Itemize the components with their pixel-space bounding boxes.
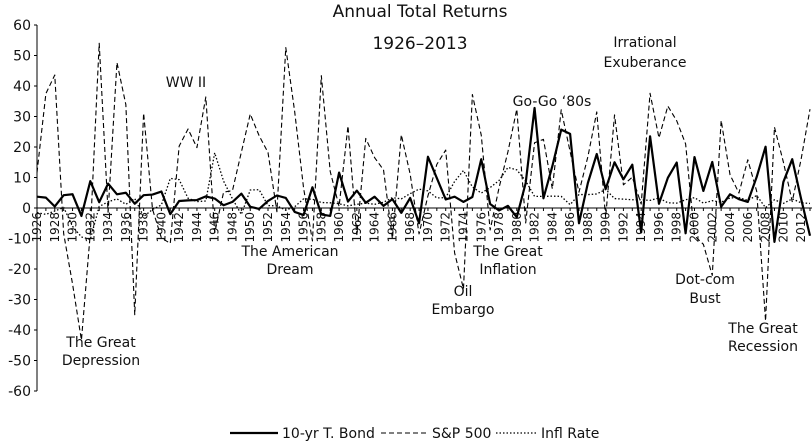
x-tick-label: 2010 [776,212,790,243]
x-tick-label: 1978 [492,212,506,243]
x-tick-label: 1958 [314,212,328,243]
series-line-solid [36,106,812,243]
annotation-great-depression: Depression [62,353,140,369]
legend: 10-yr T. Bond S&P 500 Infl Rate [230,426,599,442]
annotation-oil-embargo: Embargo [432,302,495,318]
x-tick-label: 1980 [510,212,524,243]
x-tick-label: 1934 [101,212,115,243]
x-tick-label: 1984 [545,212,559,243]
y-tick-label: -50 [8,354,31,370]
annotation-great-inflation: Inflation [479,262,536,278]
x-tick-label: 1960 [332,212,346,243]
x-tick-label: 1928 [48,212,62,243]
annotation-great-recession: Recession [728,339,798,355]
annotation-irrational-exuberance: Exuberance [603,55,686,71]
annotation-ww2: WW II [166,75,206,91]
y-tick-label: -40 [8,323,31,339]
y-tick-label: 50 [13,49,31,65]
annotation-go-go-80s: Go-Go ‘80s [513,94,592,110]
chart-title: Annual Total Returns [333,2,508,22]
x-tick-label: 1972 [439,212,453,243]
x-tick-label: 1948 [225,212,239,243]
x-tick-label: 1952 [261,212,275,243]
y-tick-label: 40 [13,79,31,95]
x-tick-label: 1990 [599,212,613,243]
x-tick-label: 1956 [297,212,311,243]
x-tick-label: 1940 [154,212,168,243]
x-tick-label: 1962 [350,212,364,243]
x-tick-label: 2000 [687,212,701,243]
y-tick-label: -20 [8,262,31,278]
x-tick-label: 1926 [30,212,44,243]
x-tick-label: 1946 [208,212,222,243]
annotations: The Great Depression WW II The American Drea… [62,35,798,369]
x-tick-label: 2012 [794,212,808,243]
x-tick-label: 1970 [421,212,435,243]
y-tick-label: -60 [8,384,31,400]
x-tick-label: 1938 [137,212,151,243]
x-tick-label: 2002 [705,212,719,243]
x-tick-label: 1982 [528,212,542,243]
x-tick-label: 1998 [670,212,684,243]
series-line-dashed [36,42,811,341]
annotation-great-recession: The Great [727,321,798,337]
annotation-american-dream: Dream [266,262,313,278]
annotation-great-inflation: The Great [472,244,543,260]
y-tick-label: 60 [13,18,31,34]
x-tick-label: 1966 [385,212,399,243]
annotation-irrational-exuberance: Irrational [613,35,676,51]
y-tick-label: 20 [13,140,31,156]
y-tick-label: 30 [13,110,31,126]
annotation-oil-embargo: Oil [454,284,473,300]
x-tick-label: 1936 [119,212,133,243]
x-tick-label: 1976 [474,212,488,243]
x-tick-label: 1954 [279,212,293,243]
x-tick-label: 1944 [190,212,204,243]
annotation-great-depression: The Great [65,335,136,351]
x-tick-label: 2008 [759,212,773,243]
annotation-dotcom-bust: Dot-com [675,272,735,288]
x-tick-label: 1968 [403,212,417,243]
y-tick-label: -30 [8,293,31,309]
x-tick-label: 1986 [563,212,577,243]
legend-label: 10-yr T. Bond [282,426,375,442]
series-lines [36,42,812,341]
legend-label: S&P 500 [432,426,491,442]
annotation-american-dream: The American [240,244,338,260]
x-tick-label: 1942 [172,212,186,243]
x-tick-label: 1992 [616,212,630,243]
x-tick-label: 1974 [456,212,470,243]
x-tick-label: 1964 [368,212,382,243]
annotation-dotcom-bust: Bust [689,291,721,307]
legend-label: Infl Rate [541,426,599,442]
y-tick-label: 10 [13,171,31,187]
y-tick-label: -10 [8,232,31,248]
chart-subtitle: 1926–2013 [372,34,467,54]
x-tick-label: 2006 [741,212,755,243]
x-tick-label: 1996 [652,212,666,243]
x-tick-label: 1950 [243,212,257,243]
x-tick-label: 2004 [723,212,737,243]
x-tick-label: 1988 [581,212,595,243]
y-tick-label: 0 [22,201,31,217]
